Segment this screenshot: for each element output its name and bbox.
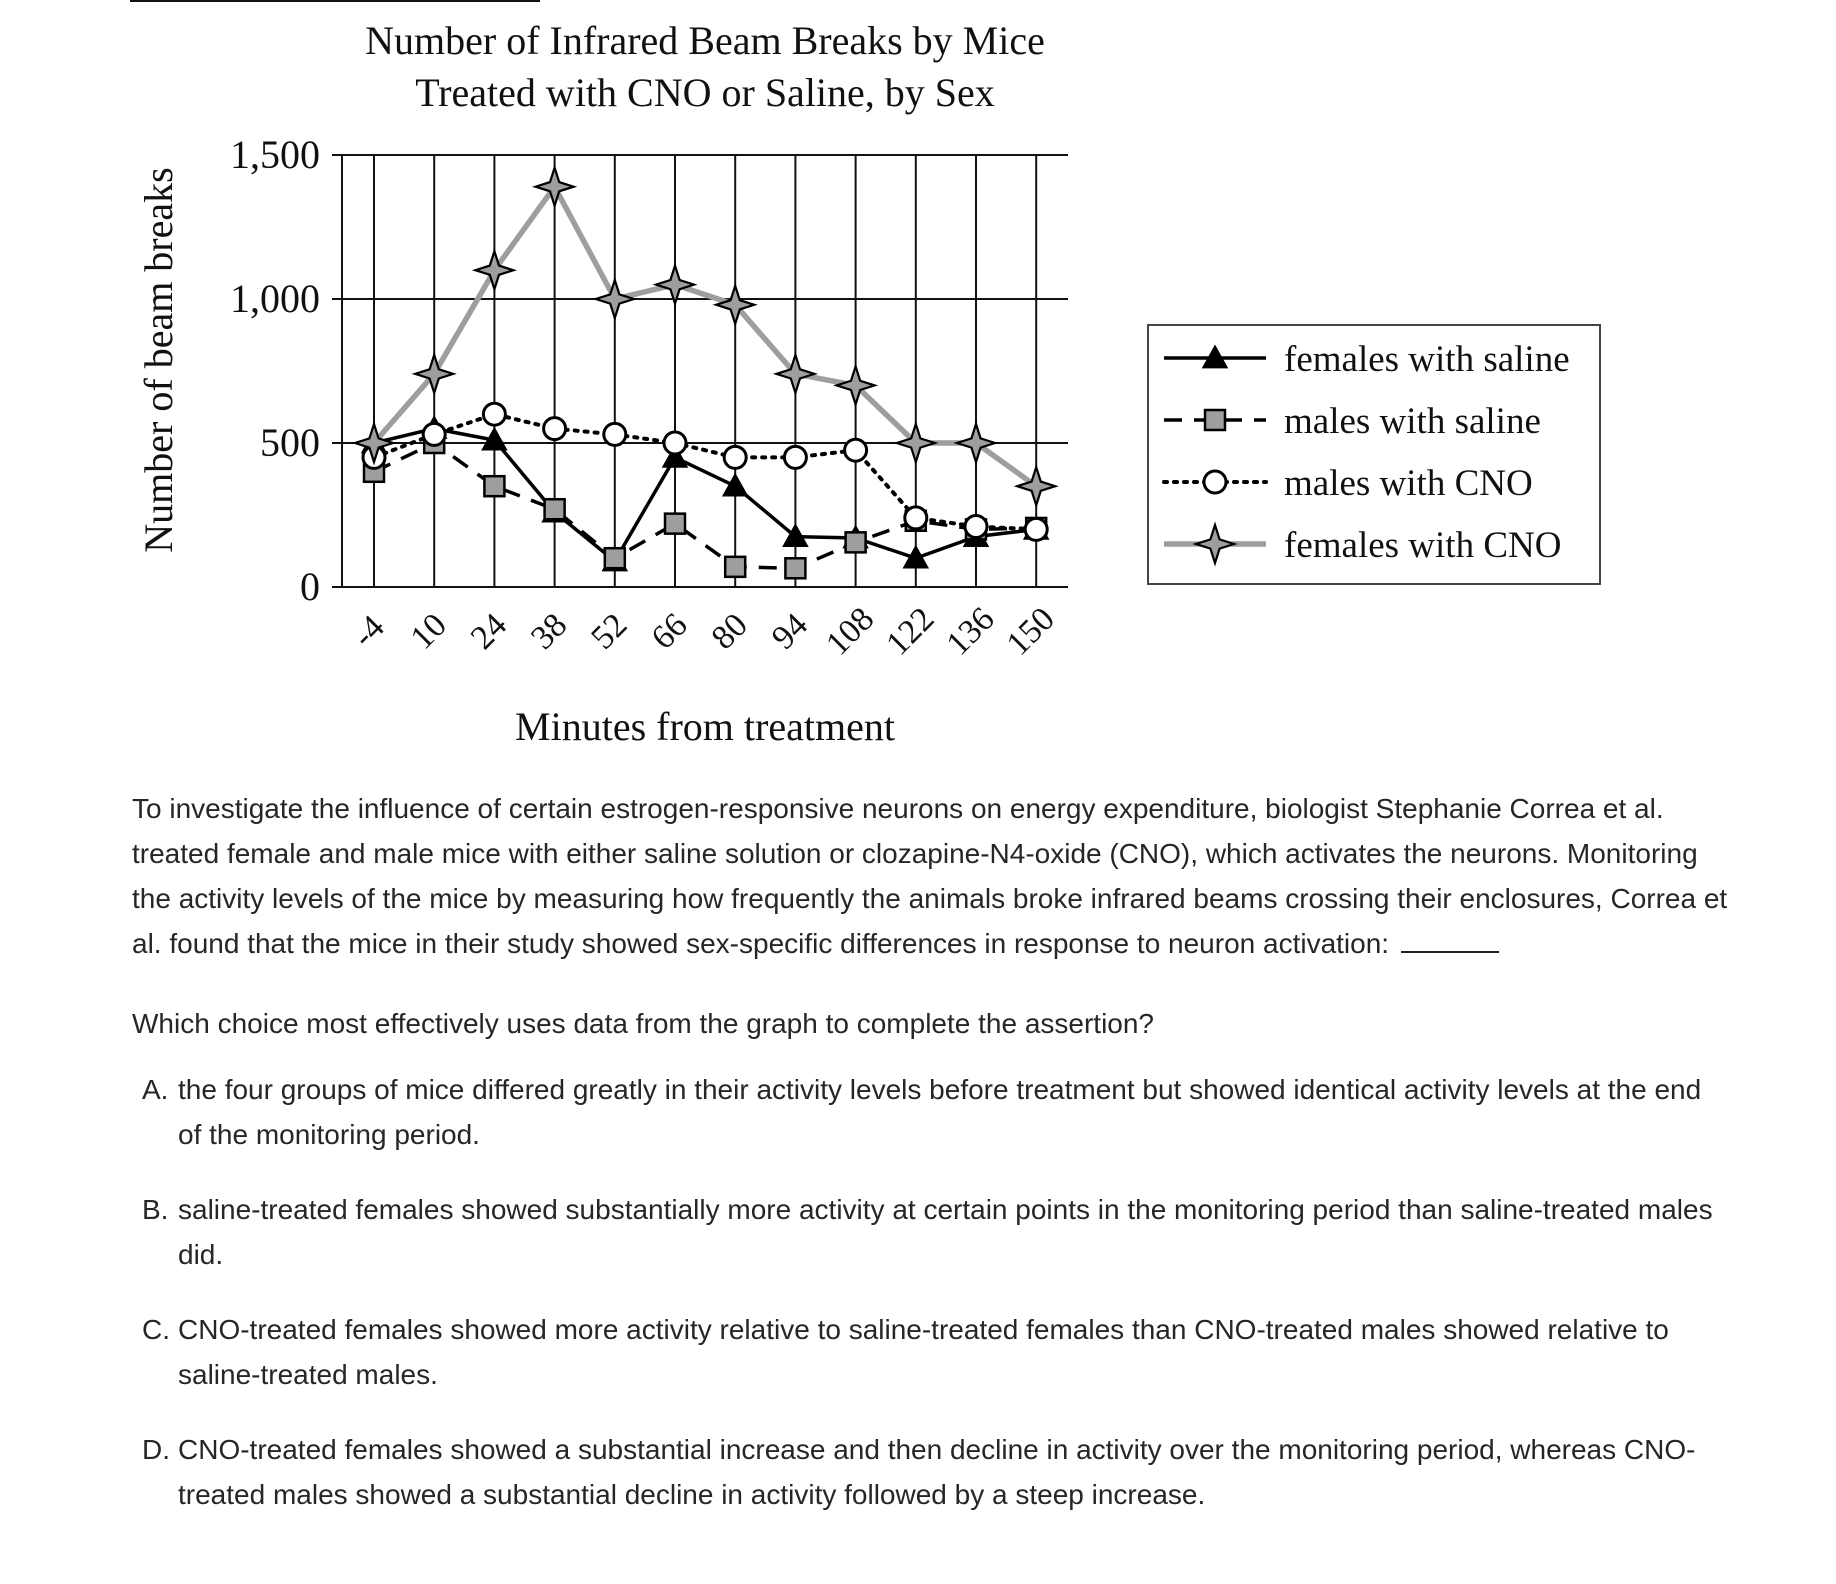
legend-item: females with CNO bbox=[1164, 521, 1561, 567]
x-tick-label: 94 bbox=[765, 606, 815, 656]
choice-letter: A. bbox=[142, 1074, 169, 1105]
top-rule bbox=[130, 0, 540, 2]
data-point bbox=[784, 557, 807, 580]
data-point bbox=[832, 362, 879, 409]
choice-b[interactable]: B. saline-treated females showed substan… bbox=[132, 1187, 1732, 1277]
data-point bbox=[661, 443, 689, 468]
data-point bbox=[652, 261, 698, 308]
data-point bbox=[782, 444, 808, 470]
data-point bbox=[844, 531, 867, 554]
legend-item: females with saline bbox=[1164, 339, 1570, 380]
legend-marker bbox=[1203, 408, 1227, 432]
data-point bbox=[953, 420, 999, 466]
question-prompt: To investigate the influence of certain … bbox=[132, 786, 1732, 966]
choice-letter: C. bbox=[142, 1314, 170, 1345]
choice-letter: B. bbox=[142, 1194, 169, 1225]
data-point bbox=[421, 421, 447, 447]
chart-title-line-1: Number of Infrared Beam Breaks by Mice bbox=[365, 18, 1045, 63]
data-point bbox=[592, 276, 638, 322]
data-point bbox=[481, 426, 508, 451]
y-tick-label: 1,000 bbox=[230, 276, 320, 321]
y-tick-label: 1,500 bbox=[230, 132, 320, 177]
series-line bbox=[373, 426, 1037, 564]
legend-item: males with saline bbox=[1164, 401, 1541, 442]
chart-title-line-2: Treated with CNO or Saline, by Sex bbox=[415, 70, 995, 115]
data-point bbox=[772, 351, 819, 397]
series-line bbox=[371, 181, 1038, 489]
data-point bbox=[721, 472, 749, 497]
series-females-with-saline bbox=[360, 415, 1050, 572]
data-point bbox=[963, 514, 989, 540]
x-tick-label: 122 bbox=[879, 600, 941, 662]
data-point bbox=[471, 247, 518, 293]
data-point bbox=[843, 437, 869, 463]
y-tick-label: 500 bbox=[260, 420, 320, 465]
data-point bbox=[602, 421, 628, 447]
legend-marker bbox=[1192, 521, 1238, 567]
data-point bbox=[542, 416, 568, 442]
x-tick-label: 108 bbox=[819, 600, 881, 662]
x-tick-label: 38 bbox=[524, 606, 574, 656]
data-point bbox=[663, 512, 687, 535]
x-tick-label: 80 bbox=[705, 606, 755, 656]
grid bbox=[342, 154, 1068, 588]
question-block: To investigate the influence of certain … bbox=[132, 786, 1732, 1517]
data-point bbox=[411, 351, 457, 397]
x-tick-label: 150 bbox=[1000, 600, 1062, 662]
data-point bbox=[1013, 463, 1059, 509]
x-tick-label: -4 bbox=[345, 608, 391, 654]
series-females-with-CNO bbox=[351, 164, 1059, 509]
choice-a[interactable]: A. the four groups of mice differed grea… bbox=[132, 1067, 1732, 1157]
data-point bbox=[903, 505, 929, 531]
x-tick-label: 52 bbox=[584, 606, 634, 656]
data-point bbox=[531, 164, 578, 210]
choice-text: the four groups of mice differed greatly… bbox=[178, 1074, 1702, 1150]
data-point bbox=[782, 523, 809, 547]
x-tick-label: 66 bbox=[644, 606, 694, 656]
choice-text: CNO-treated females showed a substantial… bbox=[178, 1434, 1696, 1510]
series-group bbox=[351, 164, 1059, 580]
data-point bbox=[893, 420, 939, 466]
x-axis-label: Minutes from treatment bbox=[515, 704, 895, 749]
data-point bbox=[543, 497, 566, 521]
legend-marker bbox=[1201, 344, 1229, 369]
choice-text: saline-treated females showed substantia… bbox=[178, 1194, 1713, 1270]
data-point bbox=[603, 546, 627, 570]
x-tick-label: 10 bbox=[404, 606, 454, 656]
axes: 0 500 1,000 1,500 -4 10 24 38 52 66 80 94 1081221361… bbox=[230, 132, 1062, 663]
data-point bbox=[902, 544, 930, 569]
data-point bbox=[483, 474, 506, 498]
x-tick-label: 136 bbox=[939, 600, 1001, 662]
legend-label: females with saline bbox=[1284, 339, 1570, 380]
x-tick-label: 24 bbox=[464, 606, 514, 656]
data-point bbox=[722, 444, 748, 470]
legend-marker bbox=[1202, 469, 1228, 495]
choice-d[interactable]: D. CNO-treated females showed a substant… bbox=[132, 1427, 1732, 1517]
legend-label: females with CNO bbox=[1284, 525, 1561, 566]
series-males-with-saline bbox=[362, 431, 1048, 580]
y-axis-label: Number of beam breaks bbox=[136, 167, 181, 552]
legend-label: males with CNO bbox=[1284, 463, 1533, 504]
legend-label: males with saline bbox=[1284, 401, 1541, 442]
beam-breaks-chart: Number of Infrared Beam Breaks by Mice T… bbox=[136, 18, 1601, 749]
question-ask: Which choice most effectively uses data … bbox=[132, 1008, 1154, 1039]
y-tick-label: 0 bbox=[300, 564, 320, 609]
data-point bbox=[1023, 516, 1049, 542]
legend: females with saline males with saline male… bbox=[1147, 324, 1601, 585]
answer-blank bbox=[1400, 925, 1499, 953]
series-males-with-CNO bbox=[361, 401, 1049, 542]
choice-text: CNO-treated females showed more activity… bbox=[178, 1314, 1669, 1390]
data-point bbox=[662, 430, 688, 456]
data-point bbox=[481, 401, 507, 427]
legend-item: males with CNO bbox=[1162, 463, 1533, 504]
data-point bbox=[723, 555, 747, 579]
data-point bbox=[712, 282, 758, 328]
data-point bbox=[351, 420, 397, 466]
choice-letter: D. bbox=[142, 1434, 170, 1465]
choice-c[interactable]: C. CNO-treated females showed more activ… bbox=[132, 1307, 1732, 1397]
prompt-text: To investigate the influence of certain … bbox=[132, 793, 1728, 959]
